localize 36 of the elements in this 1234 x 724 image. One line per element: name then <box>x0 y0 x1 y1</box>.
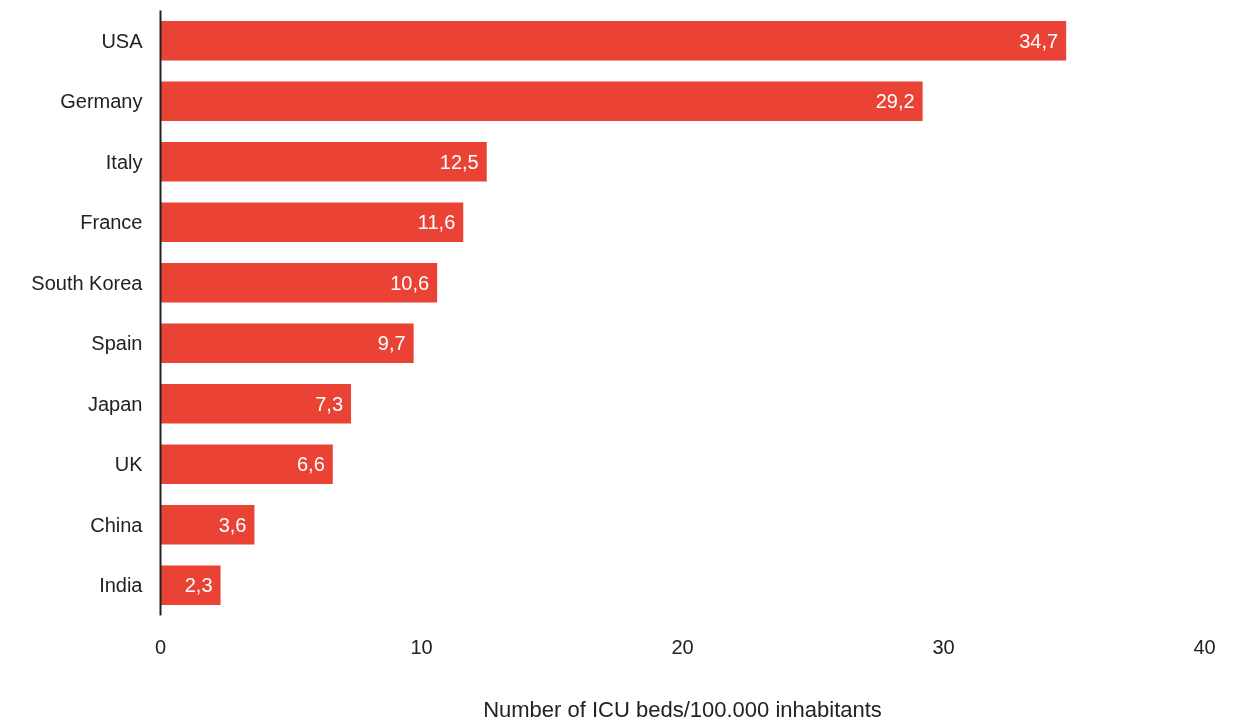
bar <box>160 263 438 303</box>
y-tick-label: China <box>90 513 144 536</box>
data-label: 34,7 <box>1019 29 1059 52</box>
bar <box>160 565 221 605</box>
x-tick-label: 0 <box>154 635 167 658</box>
data-label: 9,7 <box>377 332 406 355</box>
data-label: 6,6 <box>296 453 325 476</box>
data-label: 11,6 <box>417 211 456 234</box>
x-tick-label: 40 <box>1193 635 1216 658</box>
x-tick-label: 10 <box>410 635 433 658</box>
data-label: 2,3 <box>184 574 213 597</box>
bar <box>160 142 487 182</box>
data-label: 12,5 <box>439 150 479 173</box>
data-label: 29,2 <box>875 90 915 113</box>
bar <box>160 505 255 545</box>
y-tick-label: Japan <box>88 392 143 415</box>
y-tick-label: Spain <box>91 332 143 355</box>
y-tick-label: France <box>80 211 143 234</box>
data-label: 7,3 <box>315 392 344 415</box>
bar <box>160 21 1067 61</box>
data-label: 10,6 <box>390 271 430 294</box>
y-tick-label: USA <box>101 29 144 52</box>
y-tick-label: UK <box>114 453 144 476</box>
bar <box>160 202 464 242</box>
x-tick-label: 20 <box>671 635 694 658</box>
y-tick-label: India <box>99 574 144 597</box>
bar <box>160 444 333 484</box>
y-tick-label: South Korea <box>31 271 144 294</box>
bar <box>160 384 352 424</box>
x-tick-label: 30 <box>932 635 955 658</box>
bar <box>160 323 414 363</box>
bar <box>160 81 923 121</box>
y-tick-label: Germany <box>60 90 143 113</box>
data-label: 3,6 <box>218 513 247 536</box>
x-axis-title: Number of ICU beds/100.000 inhabitants <box>483 696 882 722</box>
y-tick-label: Italy <box>105 150 143 173</box>
